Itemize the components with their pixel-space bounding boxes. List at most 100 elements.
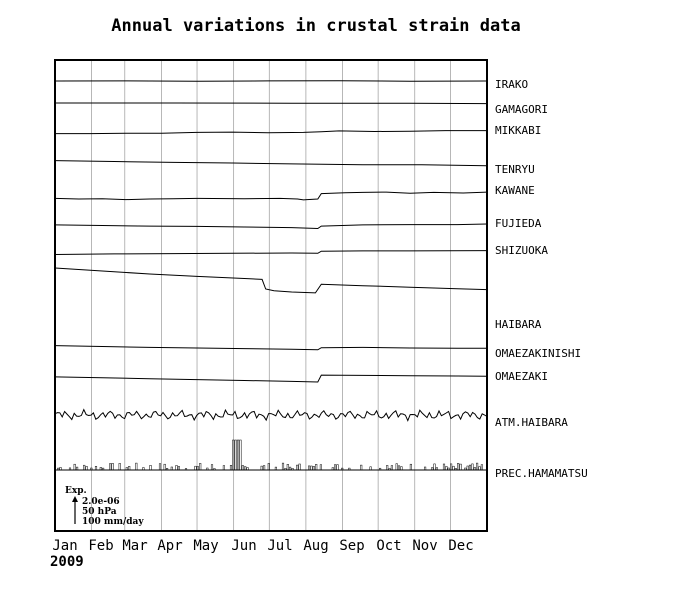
precip-bar bbox=[59, 467, 62, 471]
precip-bar bbox=[196, 466, 199, 471]
precip-bar bbox=[163, 463, 166, 471]
precip-bar bbox=[94, 466, 98, 471]
precip-bar bbox=[369, 466, 372, 471]
precip-bar bbox=[433, 463, 436, 471]
series-gamagori bbox=[55, 102, 488, 105]
scale-legend: Exp. 2.0e-06 50 hPa 100 mm/day bbox=[65, 486, 144, 527]
precip-bar bbox=[312, 466, 315, 471]
precip-bar bbox=[125, 467, 128, 471]
month-axis: Jan Feb Mar Apr May Jun Jul Aug Sep Oct Nov Dec bbox=[52, 538, 473, 554]
precip-bar bbox=[289, 466, 292, 471]
station-label-haibara: HAIBARA bbox=[495, 318, 542, 331]
scale-arrow-icon bbox=[72, 496, 78, 502]
series-atm-haibara bbox=[54, 408, 488, 422]
precip-bar bbox=[135, 462, 138, 471]
precip-bar bbox=[298, 463, 301, 471]
station-label-omaezakinishi: OMAEZAKINISHI bbox=[495, 347, 581, 360]
precip-bar bbox=[284, 468, 287, 471]
chart-title: Annual variations in crustal strain data bbox=[111, 16, 520, 36]
month-label-aug: Aug bbox=[303, 538, 328, 554]
precip-bar bbox=[177, 466, 180, 471]
precip-bar bbox=[466, 465, 469, 471]
precip-bar bbox=[229, 465, 233, 471]
precip-bar bbox=[447, 467, 450, 471]
precip-bar bbox=[99, 467, 102, 471]
month-label-sep: Sep bbox=[339, 538, 364, 554]
precip-bar bbox=[445, 466, 448, 471]
scale-precip: 100 mm/day bbox=[82, 517, 144, 527]
month-label-may: May bbox=[193, 538, 218, 554]
precip-bar bbox=[310, 465, 313, 471]
precip-bar bbox=[206, 467, 209, 471]
station-label-prec-hamamatsu: PREC.HAMAMATSU bbox=[495, 467, 588, 480]
month-label-jan: Jan bbox=[52, 538, 77, 554]
series-tenryu bbox=[54, 160, 488, 167]
precip-bar bbox=[296, 464, 299, 471]
station-label-irako: IRAKO bbox=[495, 78, 528, 91]
precip-bar bbox=[175, 465, 178, 471]
series-mikkabi bbox=[55, 130, 487, 135]
precip-bar bbox=[90, 467, 93, 471]
precip-bar bbox=[360, 464, 363, 471]
precip-bar bbox=[68, 467, 72, 471]
month-label-mar: Mar bbox=[122, 538, 147, 554]
precip-bar bbox=[471, 463, 474, 471]
precip-bar bbox=[459, 463, 462, 471]
plot-frame bbox=[54, 59, 488, 532]
precip-bar bbox=[452, 465, 455, 471]
precip-bar bbox=[241, 465, 244, 471]
precip-bar bbox=[424, 466, 427, 471]
station-label-fujieda: FUJIEDA bbox=[495, 217, 542, 230]
precip-bar bbox=[244, 466, 247, 471]
precip-bar bbox=[237, 439, 240, 471]
precip-bar bbox=[128, 466, 131, 471]
precip-bar bbox=[336, 464, 339, 471]
scale-title: Exp. bbox=[65, 486, 87, 496]
precip-bar bbox=[184, 468, 188, 471]
precip-bar bbox=[109, 463, 112, 471]
precip-bar bbox=[166, 468, 169, 471]
series-omaezakinishi bbox=[54, 345, 487, 351]
precip-bar bbox=[199, 463, 202, 471]
month-label-jul: Jul bbox=[267, 538, 292, 554]
series-prec-hamamatsu bbox=[57, 439, 483, 471]
precip-bar bbox=[57, 467, 60, 471]
precip-bar bbox=[435, 467, 438, 471]
station-label-atm-haibara: ATM.HAIBARA bbox=[495, 416, 568, 429]
precip-bar bbox=[457, 463, 460, 471]
precip-bar bbox=[386, 465, 389, 471]
precip-bar bbox=[210, 464, 214, 471]
series-omaezaki bbox=[54, 374, 488, 383]
scale-strain: 2.0e-06 bbox=[82, 497, 120, 507]
series-kawane bbox=[54, 191, 488, 201]
precip-bar bbox=[480, 464, 483, 471]
precip-bar bbox=[397, 465, 401, 471]
precip-bar bbox=[331, 467, 334, 471]
grid bbox=[91, 60, 451, 531]
precip-bar bbox=[400, 466, 403, 471]
station-labels: IRAKO GAMAGORI MIKKABI TENRYU KAWANE FUJIEDA S… bbox=[495, 78, 588, 480]
station-label-gamagori: GAMAGORI bbox=[495, 103, 548, 116]
precip-bar bbox=[442, 463, 446, 471]
month-label-oct: Oct bbox=[376, 538, 401, 554]
precip-bar bbox=[468, 464, 472, 471]
precip-bar bbox=[246, 467, 249, 471]
precip-bar bbox=[267, 463, 270, 471]
precip-bar bbox=[102, 467, 105, 471]
month-label-dec: Dec bbox=[448, 538, 473, 554]
precip-bar bbox=[395, 463, 398, 471]
precip-bar bbox=[234, 439, 237, 471]
month-label-nov: Nov bbox=[412, 538, 437, 554]
precip-bar bbox=[341, 467, 344, 471]
precip-bar bbox=[464, 467, 467, 471]
precip-bar bbox=[222, 465, 225, 471]
precip-bar bbox=[281, 462, 285, 471]
precip-bar bbox=[390, 465, 393, 471]
precip-bar bbox=[118, 463, 121, 471]
precip-bar bbox=[348, 467, 351, 471]
precip-bar bbox=[170, 466, 173, 471]
precip-bar bbox=[476, 462, 479, 471]
station-label-mikkabi: MIKKABI bbox=[495, 124, 541, 137]
precip-bar bbox=[260, 465, 263, 471]
